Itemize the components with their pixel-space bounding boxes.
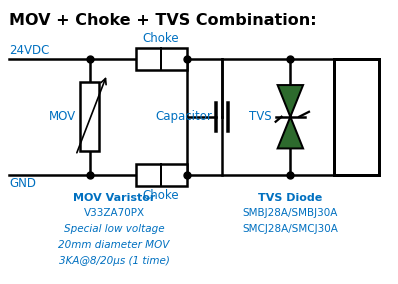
Bar xyxy=(80,82,100,151)
Text: Special low voltage: Special low voltage xyxy=(64,224,164,234)
Bar xyxy=(136,48,187,70)
Text: 3KA@8/20μs (1 time): 3KA@8/20μs (1 time) xyxy=(59,256,170,266)
Polygon shape xyxy=(278,117,303,149)
Text: Choke: Choke xyxy=(143,189,179,202)
Polygon shape xyxy=(278,85,303,117)
Text: Capacitor: Capacitor xyxy=(155,110,212,123)
Text: 24VDC: 24VDC xyxy=(9,44,50,57)
Text: GND: GND xyxy=(9,177,36,190)
Text: SMCJ28A/SMCJ30A: SMCJ28A/SMCJ30A xyxy=(242,224,338,234)
Text: TVS Diode: TVS Diode xyxy=(258,193,322,202)
Text: SMBJ28A/SMBJ30A: SMBJ28A/SMBJ30A xyxy=(243,208,338,218)
Text: TVS: TVS xyxy=(249,110,272,123)
Text: 20mm diameter MOV: 20mm diameter MOV xyxy=(59,240,170,250)
Text: MOV Varistor: MOV Varistor xyxy=(73,193,155,202)
Text: V33ZA70PX: V33ZA70PX xyxy=(84,208,144,218)
Text: MOV: MOV xyxy=(49,110,76,123)
Text: MOV + Choke + TVS Combination:: MOV + Choke + TVS Combination: xyxy=(9,13,317,28)
Bar xyxy=(136,164,187,185)
Text: Choke: Choke xyxy=(143,32,179,45)
Bar xyxy=(334,59,378,175)
